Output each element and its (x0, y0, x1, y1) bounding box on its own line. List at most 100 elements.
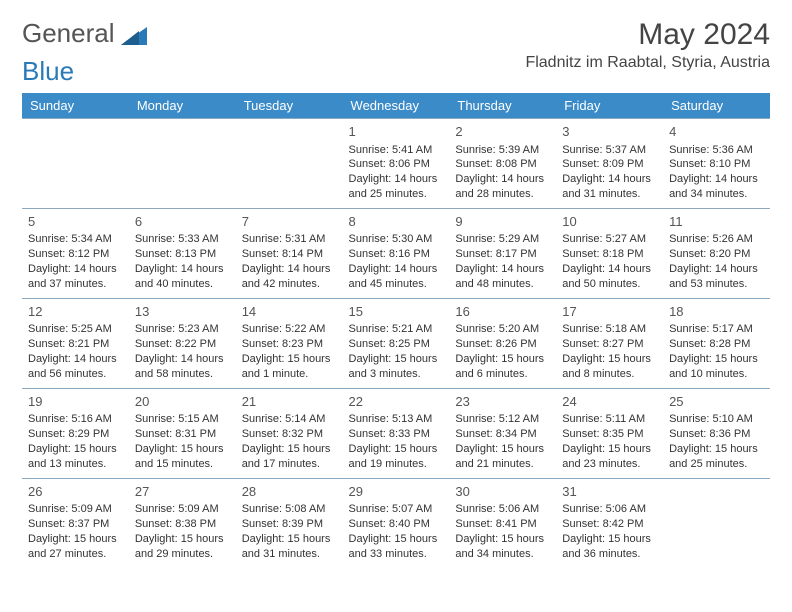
sunrise-line: Sunrise: 5:20 AM (455, 322, 550, 337)
sunset-line: Sunset: 8:38 PM (135, 517, 230, 532)
sunrise-line: Sunrise: 5:15 AM (135, 412, 230, 427)
calendar-week: 12Sunrise: 5:25 AMSunset: 8:21 PMDayligh… (22, 298, 770, 388)
daylight-line: Daylight: 14 hours and 34 minutes. (669, 172, 764, 202)
sunrise-line: Sunrise: 5:06 AM (455, 502, 550, 517)
sunrise-line: Sunrise: 5:07 AM (349, 502, 444, 517)
sunset-line: Sunset: 8:42 PM (562, 517, 657, 532)
calendar-day: 2Sunrise: 5:39 AMSunset: 8:08 PMDaylight… (449, 119, 556, 209)
sunset-line: Sunset: 8:08 PM (455, 157, 550, 172)
calendar-day: 21Sunrise: 5:14 AMSunset: 8:32 PMDayligh… (236, 388, 343, 478)
daylight-line: Daylight: 14 hours and 28 minutes. (455, 172, 550, 202)
sunrise-line: Sunrise: 5:17 AM (669, 322, 764, 337)
sunset-line: Sunset: 8:23 PM (242, 337, 337, 352)
calendar-day: 6Sunrise: 5:33 AMSunset: 8:13 PMDaylight… (129, 208, 236, 298)
calendar-day: 7Sunrise: 5:31 AMSunset: 8:14 PMDaylight… (236, 208, 343, 298)
day-number: 19 (28, 393, 123, 411)
calendar-day: 27Sunrise: 5:09 AMSunset: 8:38 PMDayligh… (129, 478, 236, 567)
sunrise-line: Sunrise: 5:41 AM (349, 143, 444, 158)
daylight-line: Daylight: 15 hours and 36 minutes. (562, 532, 657, 562)
calendar-body: 1Sunrise: 5:41 AMSunset: 8:06 PMDaylight… (22, 119, 770, 568)
calendar-day: 10Sunrise: 5:27 AMSunset: 8:18 PMDayligh… (556, 208, 663, 298)
sunset-line: Sunset: 8:32 PM (242, 427, 337, 442)
calendar-day: 18Sunrise: 5:17 AMSunset: 8:28 PMDayligh… (663, 298, 770, 388)
day-number: 24 (562, 393, 657, 411)
day-number: 10 (562, 213, 657, 231)
sunset-line: Sunset: 8:18 PM (562, 247, 657, 262)
sunset-line: Sunset: 8:13 PM (135, 247, 230, 262)
title-block: May 2024 Fladnitz im Raabtal, Styria, Au… (525, 18, 770, 72)
daylight-line: Daylight: 15 hours and 21 minutes. (455, 442, 550, 472)
day-number: 25 (669, 393, 764, 411)
sunset-line: Sunset: 8:33 PM (349, 427, 444, 442)
daylight-line: Daylight: 15 hours and 25 minutes. (669, 442, 764, 472)
sunset-line: Sunset: 8:14 PM (242, 247, 337, 262)
calendar-week: 26Sunrise: 5:09 AMSunset: 8:37 PMDayligh… (22, 478, 770, 567)
sunset-line: Sunset: 8:28 PM (669, 337, 764, 352)
logo-triangle-icon (121, 23, 147, 45)
day-number: 17 (562, 303, 657, 321)
sunrise-line: Sunrise: 5:08 AM (242, 502, 337, 517)
day-header: Monday (129, 93, 236, 119)
day-header: Sunday (22, 93, 129, 119)
sunrise-line: Sunrise: 5:34 AM (28, 232, 123, 247)
day-number: 27 (135, 483, 230, 501)
calendar-day: 3Sunrise: 5:37 AMSunset: 8:09 PMDaylight… (556, 119, 663, 209)
sunset-line: Sunset: 8:29 PM (28, 427, 123, 442)
sunrise-line: Sunrise: 5:26 AM (669, 232, 764, 247)
calendar-table: SundayMondayTuesdayWednesdayThursdayFrid… (22, 93, 770, 568)
sunset-line: Sunset: 8:26 PM (455, 337, 550, 352)
calendar-day (236, 119, 343, 209)
sunrise-line: Sunrise: 5:39 AM (455, 143, 550, 158)
daylight-line: Daylight: 14 hours and 56 minutes. (28, 352, 123, 382)
sunrise-line: Sunrise: 5:11 AM (562, 412, 657, 427)
daylight-line: Daylight: 15 hours and 3 minutes. (349, 352, 444, 382)
sunrise-line: Sunrise: 5:30 AM (349, 232, 444, 247)
calendar-week: 1Sunrise: 5:41 AMSunset: 8:06 PMDaylight… (22, 119, 770, 209)
daylight-line: Daylight: 14 hours and 45 minutes. (349, 262, 444, 292)
daylight-line: Daylight: 14 hours and 31 minutes. (562, 172, 657, 202)
sunset-line: Sunset: 8:17 PM (455, 247, 550, 262)
calendar-day: 12Sunrise: 5:25 AMSunset: 8:21 PMDayligh… (22, 298, 129, 388)
calendar-day (663, 478, 770, 567)
day-header: Tuesday (236, 93, 343, 119)
day-number: 13 (135, 303, 230, 321)
sunrise-line: Sunrise: 5:09 AM (135, 502, 230, 517)
sunrise-line: Sunrise: 5:12 AM (455, 412, 550, 427)
month-title: May 2024 (525, 18, 770, 52)
sunrise-line: Sunrise: 5:16 AM (28, 412, 123, 427)
sunset-line: Sunset: 8:35 PM (562, 427, 657, 442)
daylight-line: Daylight: 15 hours and 33 minutes. (349, 532, 444, 562)
sunset-line: Sunset: 8:41 PM (455, 517, 550, 532)
sunset-line: Sunset: 8:16 PM (349, 247, 444, 262)
day-number: 22 (349, 393, 444, 411)
daylight-line: Daylight: 15 hours and 31 minutes. (242, 532, 337, 562)
day-number: 20 (135, 393, 230, 411)
sunrise-line: Sunrise: 5:25 AM (28, 322, 123, 337)
daylight-line: Daylight: 15 hours and 23 minutes. (562, 442, 657, 472)
day-header: Saturday (663, 93, 770, 119)
calendar-day (22, 119, 129, 209)
day-number: 8 (349, 213, 444, 231)
daylight-line: Daylight: 15 hours and 8 minutes. (562, 352, 657, 382)
calendar-day: 9Sunrise: 5:29 AMSunset: 8:17 PMDaylight… (449, 208, 556, 298)
daylight-line: Daylight: 15 hours and 17 minutes. (242, 442, 337, 472)
daylight-line: Daylight: 14 hours and 42 minutes. (242, 262, 337, 292)
sunset-line: Sunset: 8:40 PM (349, 517, 444, 532)
calendar-day: 26Sunrise: 5:09 AMSunset: 8:37 PMDayligh… (22, 478, 129, 567)
sunrise-line: Sunrise: 5:13 AM (349, 412, 444, 427)
day-number: 9 (455, 213, 550, 231)
calendar-day: 22Sunrise: 5:13 AMSunset: 8:33 PMDayligh… (343, 388, 450, 478)
calendar-day (129, 119, 236, 209)
daylight-line: Daylight: 14 hours and 37 minutes. (28, 262, 123, 292)
day-number: 11 (669, 213, 764, 231)
day-header: Wednesday (343, 93, 450, 119)
sunrise-line: Sunrise: 5:27 AM (562, 232, 657, 247)
sunrise-line: Sunrise: 5:36 AM (669, 143, 764, 158)
day-number: 30 (455, 483, 550, 501)
sunset-line: Sunset: 8:22 PM (135, 337, 230, 352)
sunset-line: Sunset: 8:20 PM (669, 247, 764, 262)
day-number: 18 (669, 303, 764, 321)
day-number: 7 (242, 213, 337, 231)
daylight-line: Daylight: 14 hours and 53 minutes. (669, 262, 764, 292)
daylight-line: Daylight: 14 hours and 58 minutes. (135, 352, 230, 382)
